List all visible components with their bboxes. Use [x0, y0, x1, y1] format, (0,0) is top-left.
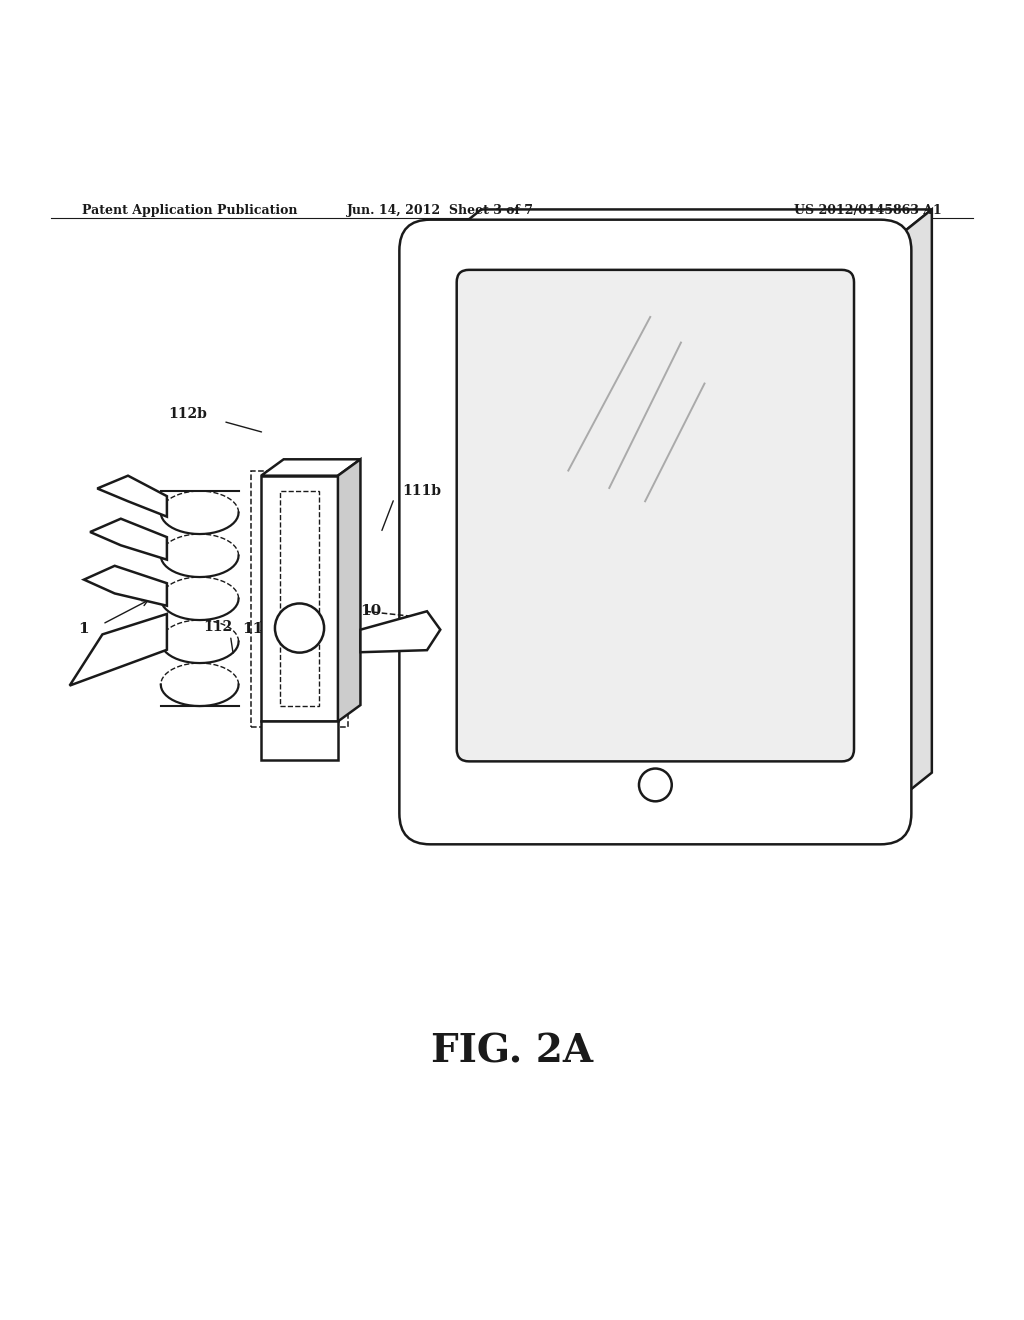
Polygon shape	[430, 210, 932, 251]
Polygon shape	[97, 475, 167, 516]
Bar	[251, 470, 348, 726]
Text: 111: 111	[310, 620, 339, 634]
Polygon shape	[261, 459, 360, 475]
Text: 1: 1	[79, 622, 89, 636]
Circle shape	[639, 768, 672, 801]
FancyBboxPatch shape	[399, 219, 911, 845]
Circle shape	[274, 603, 324, 652]
Text: Jun. 14, 2012  Sheet 3 of 7: Jun. 14, 2012 Sheet 3 of 7	[347, 205, 534, 218]
Text: 111b: 111b	[402, 484, 441, 498]
Polygon shape	[261, 722, 338, 760]
Text: Patent Application Publication: Patent Application Publication	[82, 205, 297, 218]
Text: FIG. 2A: FIG. 2A	[431, 1032, 593, 1071]
Polygon shape	[881, 210, 932, 813]
Polygon shape	[90, 519, 167, 560]
Bar	[280, 491, 319, 706]
Text: 3: 3	[525, 341, 536, 355]
Text: US 2012/0145863 A1: US 2012/0145863 A1	[795, 205, 942, 218]
Polygon shape	[84, 566, 167, 606]
Text: 11: 11	[243, 622, 263, 636]
Polygon shape	[360, 611, 440, 652]
FancyBboxPatch shape	[457, 269, 854, 762]
Text: 10: 10	[360, 603, 381, 618]
Polygon shape	[338, 459, 360, 722]
Text: 2: 2	[640, 305, 650, 319]
Text: 113: 113	[257, 620, 286, 634]
Polygon shape	[70, 614, 167, 685]
Bar	[261, 475, 338, 722]
Text: 112: 112	[204, 620, 232, 634]
Text: 112b: 112b	[168, 408, 207, 421]
